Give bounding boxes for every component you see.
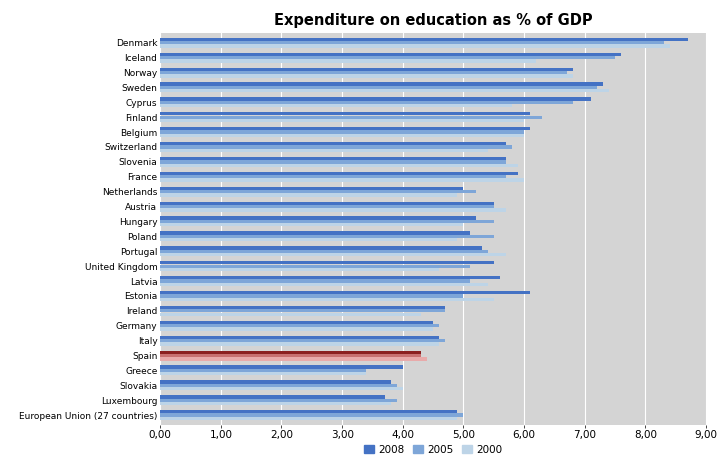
Bar [160, 238, 457, 241]
Bar [160, 112, 530, 116]
Legend: 2008, 2005, 2000: 2008, 2005, 2000 [360, 440, 507, 459]
Bar [160, 223, 464, 227]
Bar [160, 172, 518, 175]
Bar [160, 328, 433, 331]
Bar [160, 336, 439, 339]
Bar [160, 372, 366, 375]
Bar [160, 354, 421, 357]
Bar [160, 264, 470, 268]
Bar [160, 97, 591, 101]
Bar [160, 89, 609, 93]
Bar [160, 339, 446, 342]
Bar [160, 157, 506, 160]
Bar [160, 74, 573, 77]
Bar [160, 190, 475, 194]
Bar [160, 164, 518, 167]
Bar [160, 250, 488, 253]
Bar [160, 86, 597, 89]
Bar [160, 41, 664, 44]
Bar [160, 217, 475, 220]
Bar [160, 365, 403, 369]
Bar [160, 220, 494, 223]
Bar [160, 309, 446, 312]
Bar [160, 160, 506, 163]
Bar [160, 324, 439, 328]
Bar [160, 413, 464, 417]
Bar [160, 134, 524, 137]
Bar [160, 298, 494, 301]
Bar [160, 398, 397, 402]
Bar [160, 38, 688, 41]
Bar [160, 44, 670, 48]
Bar [160, 149, 488, 152]
Bar [160, 145, 512, 149]
Bar [160, 369, 366, 372]
Bar [160, 127, 530, 130]
Bar [160, 194, 457, 197]
Bar [160, 387, 403, 390]
Title: Expenditure on education as % of GDP: Expenditure on education as % of GDP [274, 13, 593, 28]
Bar [160, 119, 524, 122]
Bar [160, 175, 506, 178]
Bar [160, 231, 470, 235]
Bar [160, 283, 488, 286]
Bar [160, 321, 433, 324]
Bar [160, 306, 446, 309]
Bar [160, 235, 494, 238]
Bar [160, 67, 573, 71]
Bar [160, 142, 506, 145]
Bar [160, 291, 530, 294]
Bar [160, 261, 494, 264]
Bar [160, 395, 384, 398]
Bar [160, 56, 615, 59]
Bar [160, 279, 470, 283]
Bar [160, 52, 621, 56]
Bar [160, 402, 391, 405]
Bar [160, 276, 500, 279]
Bar [160, 417, 457, 420]
Bar [160, 410, 457, 413]
Bar [160, 71, 566, 74]
Bar [160, 83, 603, 86]
Bar [160, 351, 421, 354]
Bar [160, 357, 427, 361]
Bar [160, 202, 494, 205]
Bar [160, 253, 506, 256]
Bar [160, 342, 439, 346]
Bar [160, 208, 506, 211]
Bar [160, 205, 494, 208]
Bar [160, 104, 512, 107]
Bar [160, 187, 464, 190]
Bar [160, 59, 537, 63]
Bar [160, 312, 421, 316]
Bar [160, 295, 464, 297]
Bar [160, 178, 524, 182]
Bar [160, 101, 573, 104]
Bar [160, 268, 439, 271]
Bar [160, 246, 482, 250]
Bar [160, 384, 397, 387]
Bar [160, 116, 542, 119]
Bar [160, 130, 524, 134]
Bar [160, 380, 391, 384]
